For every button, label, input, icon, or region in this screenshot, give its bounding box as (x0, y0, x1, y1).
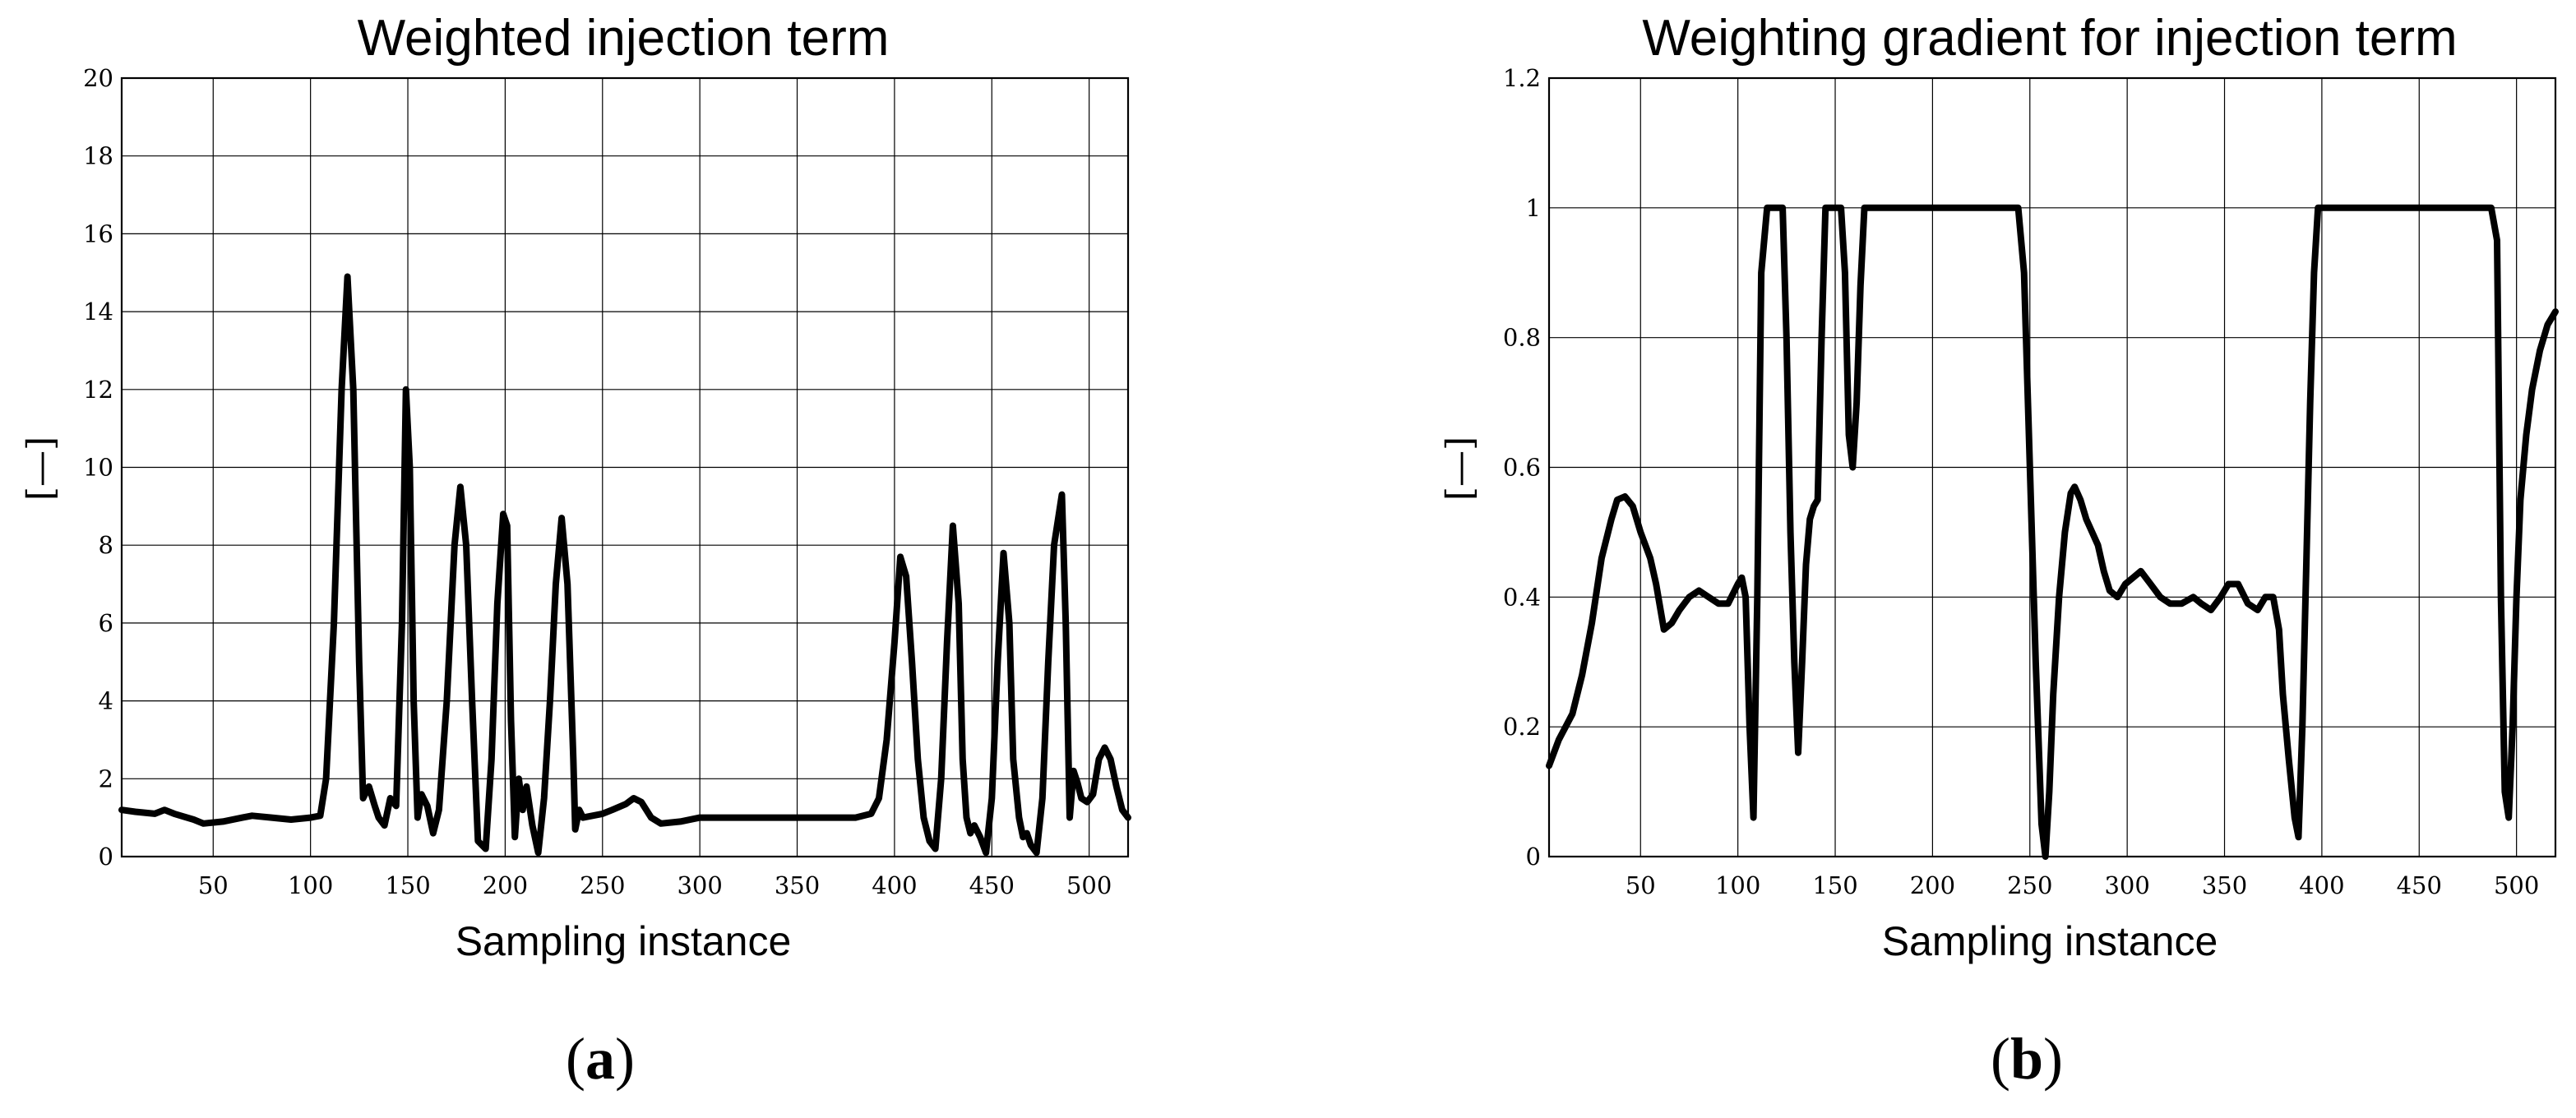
series-line-b (1546, 204, 2559, 860)
y-tick-label-a-8: 8 (99, 531, 113, 559)
chart-title-b: Weighting gradient for injection term (1642, 10, 2457, 67)
y-tick-label-b-0.6: 0.6 (1503, 454, 1541, 482)
x-axis-ticks-b: 50 100 150 200 250 300 350 400 450 500 (1626, 871, 2540, 899)
x-tick-label-a-400: 400 (872, 871, 917, 899)
x-tick-label-a-150: 150 (385, 871, 430, 899)
panel-caption-letter-a: a (585, 1026, 615, 1092)
y-tick-label-b-0.2: 0.2 (1503, 713, 1541, 741)
plot-frame-b (1547, 76, 2557, 858)
y-tick-label-a-0: 0 (99, 843, 113, 871)
y-tick-label-a-2: 2 (99, 765, 113, 792)
x-tick-label-b-150: 150 (1812, 871, 1857, 899)
y-tick-label-b-1: 1 (1526, 194, 1541, 222)
chart-panel-a: Weighted injection term 50 100 150 200 250 30… (20, 10, 1131, 1092)
x-tick-label-b-250: 250 (2007, 871, 2052, 899)
chart-panel-b: Weighting gradient for injection term 50… (1439, 10, 2559, 1092)
y-tick-label-b-1.2: 1.2 (1503, 64, 1541, 92)
x-tick-label-a-500: 500 (1066, 871, 1112, 899)
y-axis-label-a: [—] (20, 437, 62, 501)
chart-title-a: Weighted injection term (358, 10, 890, 67)
x-tick-label-b-450: 450 (2397, 871, 2442, 899)
y-tick-label-a-18: 18 (83, 142, 113, 170)
y-tick-label-b-0.4: 0.4 (1503, 583, 1541, 611)
panel-caption-b: (b) (1991, 1026, 2063, 1092)
grid-a (122, 78, 1128, 857)
x-tick-label-b-500: 500 (2494, 871, 2539, 899)
x-tick-label-b-50: 50 (1626, 871, 1656, 899)
panel-caption-a: (a) (566, 1026, 635, 1092)
y-tick-label-a-14: 14 (83, 298, 113, 326)
x-tick-label-a-250: 250 (580, 871, 625, 899)
x-tick-label-b-300: 300 (2104, 871, 2149, 899)
y-tick-label-a-6: 6 (99, 609, 113, 637)
x-tick-label-a-450: 450 (969, 871, 1015, 899)
y-tick-label-a-12: 12 (83, 376, 113, 404)
x-tick-label-b-350: 350 (2202, 871, 2247, 899)
y-axis-label-b: [—] (1439, 437, 1481, 501)
y-tick-label-a-16: 16 (83, 219, 113, 247)
y-tick-label-a-10: 10 (83, 454, 113, 482)
x-tick-label-a-300: 300 (677, 871, 722, 899)
y-tick-label-b-0.8: 0.8 (1503, 324, 1541, 352)
y-axis-ticks-b: 0 0.2 0.4 0.6 0.8 1 1.2 (1503, 64, 1541, 871)
y-axis-ticks-a: 0 2 4 6 8 10 12 14 16 18 20 (83, 64, 113, 871)
x-tick-label-a-200: 200 (483, 871, 528, 899)
y-tick-label-a-4: 4 (99, 687, 113, 715)
x-axis-ticks-a: 50 100 150 200 250 300 350 400 450 500 (198, 871, 1112, 899)
x-tick-label-a-100: 100 (288, 871, 333, 899)
x-tick-label-b-200: 200 (1910, 871, 1955, 899)
x-tick-label-a-350: 350 (775, 871, 820, 899)
grid-b (1549, 78, 2555, 857)
x-tick-label-b-400: 400 (2299, 871, 2344, 899)
plot-frame-a (120, 76, 1130, 858)
x-axis-label-a: Sampling instance (456, 918, 792, 964)
series-line-a (118, 273, 1131, 857)
x-axis-label-b: Sampling instance (1882, 918, 2218, 964)
panel-caption-letter-b: b (2010, 1026, 2043, 1092)
x-tick-label-b-100: 100 (1715, 871, 1760, 899)
y-tick-label-b-0: 0 (1526, 843, 1541, 871)
y-tick-label-a-20: 20 (83, 64, 113, 92)
x-tick-label-a-50: 50 (198, 871, 229, 899)
